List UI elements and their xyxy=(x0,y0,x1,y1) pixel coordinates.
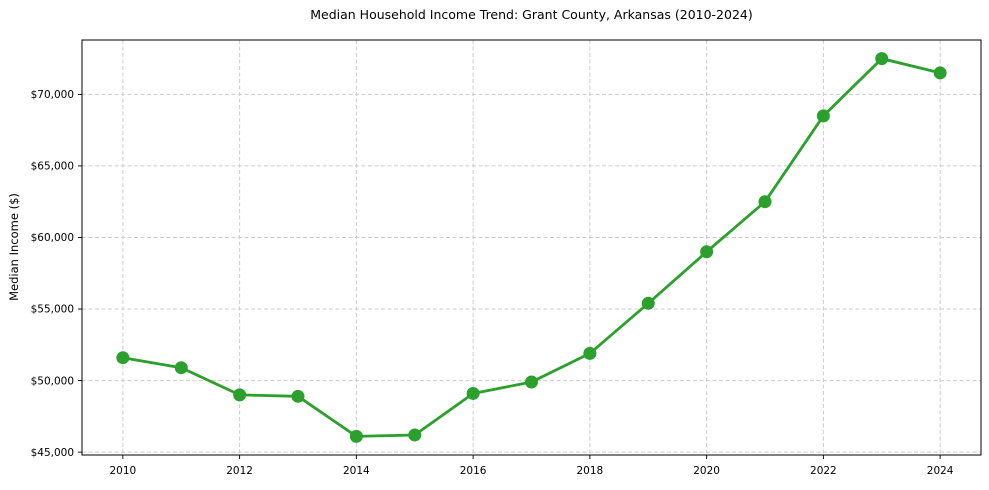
chart-title: Median Household Income Trend: Grant Cou… xyxy=(310,7,753,22)
data-point-2015 xyxy=(408,428,422,442)
y-tick-label: $70,000 xyxy=(31,89,74,101)
x-tick-label: 2012 xyxy=(226,465,253,477)
x-tick-label: 2016 xyxy=(460,465,487,477)
x-tick-label: 2022 xyxy=(810,465,837,477)
data-point-2017 xyxy=(525,375,538,389)
data-point-2022 xyxy=(816,109,830,123)
y-tick-label: $60,000 xyxy=(31,232,74,244)
data-point-2021 xyxy=(758,195,772,209)
data-point-2010 xyxy=(116,351,130,365)
y-tick-label: $65,000 xyxy=(31,161,74,173)
plot-border xyxy=(81,39,982,456)
data-point-2012 xyxy=(233,388,247,402)
x-tick-label: 2024 xyxy=(927,465,954,477)
data-point-2020 xyxy=(700,245,714,259)
y-tick-label: $55,000 xyxy=(31,304,74,316)
data-point-2019 xyxy=(641,296,655,310)
x-tick-label: 2014 xyxy=(343,465,370,477)
y-tick-label: $50,000 xyxy=(31,375,74,387)
x-tick-label: 2010 xyxy=(109,465,136,477)
data-point-2011 xyxy=(174,361,188,375)
x-tick-label: 2020 xyxy=(693,465,720,477)
data-point-2018 xyxy=(583,346,597,360)
data-point-2024 xyxy=(933,66,947,80)
data-point-2013 xyxy=(291,389,305,403)
data-point-2023 xyxy=(875,52,889,66)
data-point-2016 xyxy=(466,386,480,400)
y-tick-label: $45,000 xyxy=(31,447,74,459)
data-point-2014 xyxy=(349,429,363,443)
x-tick-label: 2018 xyxy=(577,465,604,477)
